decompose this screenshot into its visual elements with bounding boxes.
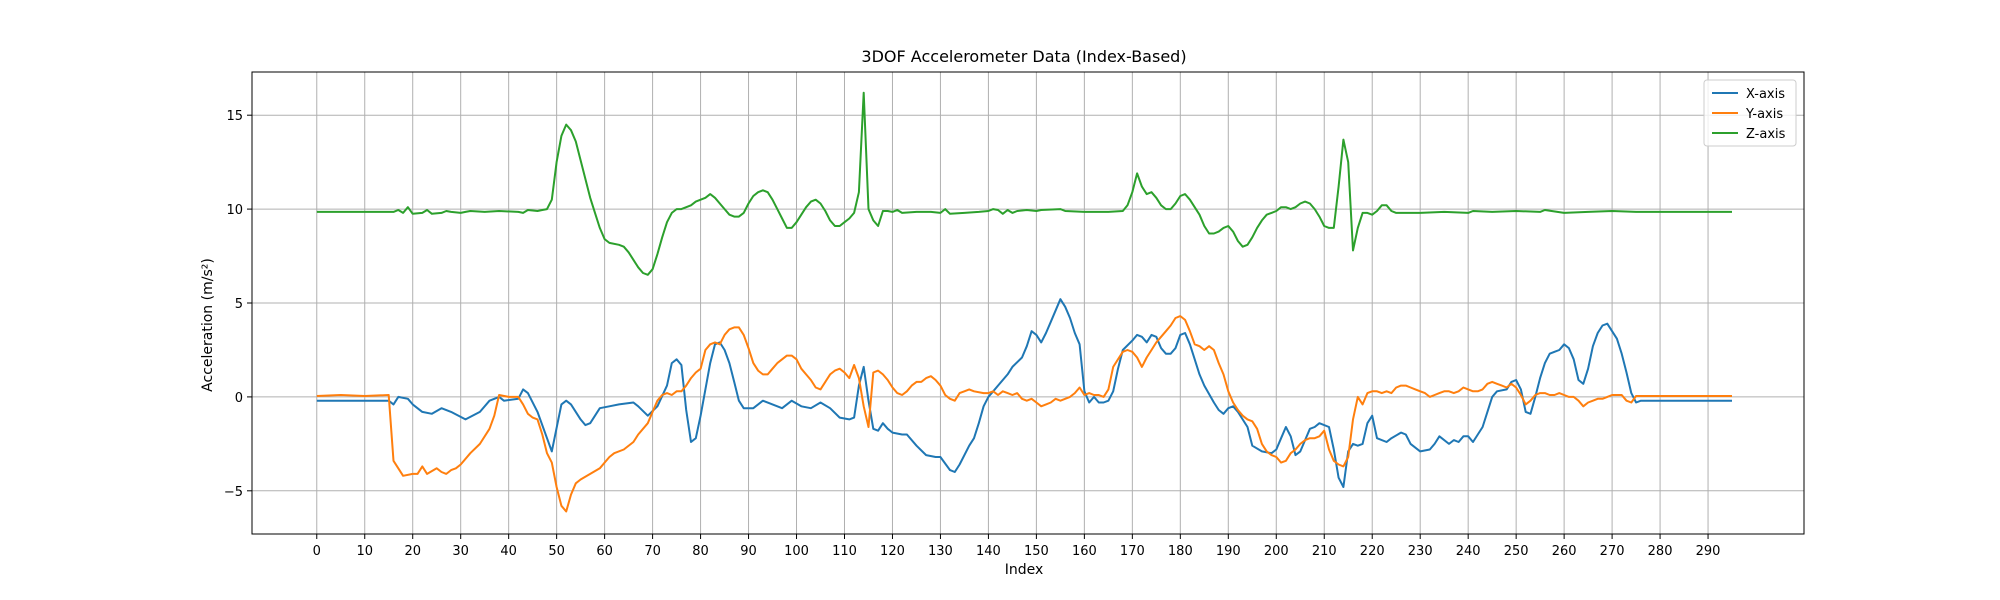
legend-label: Y-axis (1745, 107, 1783, 122)
y-tick-label: 15 (226, 109, 243, 124)
x-tick-label: 30 (452, 544, 469, 559)
x-tick-label: 230 (1408, 544, 1433, 559)
x-tick-label: 180 (1168, 544, 1193, 559)
x-tick-label: 280 (1648, 544, 1673, 559)
x-tick-label: 210 (1312, 544, 1337, 559)
y-tick-label: 10 (226, 203, 243, 218)
x-tick-label: 60 (596, 544, 613, 559)
y-tick-label: 0 (235, 391, 243, 406)
x-tick-label: 100 (784, 544, 809, 559)
legend-box (1703, 79, 1797, 147)
x-axis-label: Index (1005, 562, 1044, 578)
x-tick-label: 0 (313, 544, 321, 559)
legend-label: Z-axis (1746, 127, 1786, 142)
x-tick-label: 20 (404, 544, 421, 559)
x-tick-label: 170 (1120, 544, 1145, 559)
x-tick-label: 250 (1504, 544, 1529, 559)
plot-series (316, 91, 1732, 513)
x-tick-label: 290 (1696, 544, 1721, 559)
x-tick-label: 270 (1600, 544, 1625, 559)
x-tick-label: 40 (500, 544, 517, 559)
x-tick-label: 120 (880, 544, 905, 559)
x-tick-label: 90 (740, 544, 757, 559)
legend-label: X-axis (1746, 87, 1785, 102)
x-tick-label: 220 (1360, 544, 1385, 559)
x-tick-label: 110 (832, 544, 857, 559)
series-line-z-axis (316, 91, 1732, 276)
x-tick-label: 240 (1456, 544, 1481, 559)
x-tick-label: 140 (976, 544, 1001, 559)
x-tick-label: 190 (1216, 544, 1241, 559)
series-line-y-axis (316, 315, 1732, 513)
chart-title: 3DOF Accelerometer Data (Index-Based) (861, 47, 1186, 66)
y-tick-label: −5 (224, 485, 243, 500)
axis-ticks: 0 10 20 30 40 50 60 70 80 90 100 110 120 130 140 150 160… (224, 109, 1721, 559)
y-axis-label: Acceleration (m/s²) (200, 258, 216, 392)
x-tick-label: 260 (1552, 544, 1577, 559)
x-tick-label: 200 (1264, 544, 1289, 559)
x-tick-label: 150 (1024, 544, 1049, 559)
x-tick-label: 80 (692, 544, 709, 559)
x-tick-label: 160 (1072, 544, 1097, 559)
legend: X-axis Y-axis Z-axis (1703, 79, 1797, 147)
x-tick-label: 130 (928, 544, 953, 559)
x-tick-label: 50 (548, 544, 565, 559)
x-tick-label: 10 (356, 544, 373, 559)
series-line-x-axis (316, 298, 1732, 488)
y-tick-label: 5 (235, 297, 243, 312)
x-tick-label: 70 (644, 544, 661, 559)
